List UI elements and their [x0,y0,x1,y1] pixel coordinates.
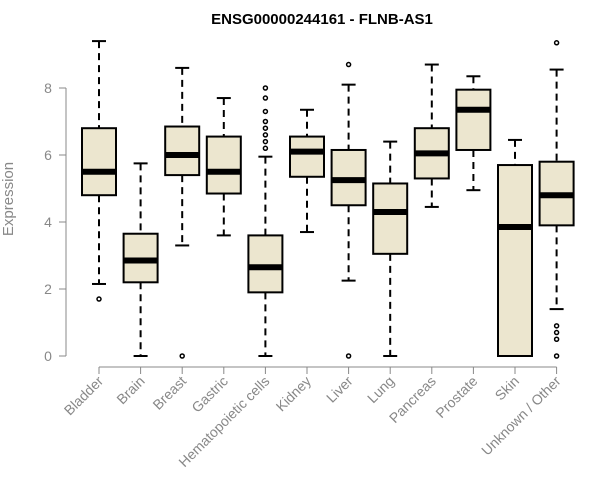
box-hematopoietic-cells [247,85,284,357]
outlier-point [179,353,185,359]
outlier-point [262,95,269,101]
y-tick-label: 0 [44,348,52,364]
outlier-point [262,118,269,125]
box-gastric [205,97,242,237]
x-tick-label: Skin [492,373,523,404]
outlier-point [262,138,269,145]
box-brain [122,162,159,357]
y-tick-label: 6 [44,147,52,163]
outlier-point [553,336,560,342]
outlier-point [553,329,560,336]
box-iqr [455,88,492,151]
box-breast [164,66,201,359]
box-iqr [247,234,284,294]
x-tick-label: Lung [364,373,397,406]
box-skin [497,138,533,357]
x-tick-label: Breast [149,373,189,413]
x-tick-label: Liver [323,373,356,406]
outlier-point [345,353,352,359]
y-tick-label: 8 [44,80,52,96]
x-tick-label: Kidney [273,373,315,415]
box-liver [330,61,367,359]
box-iqr [289,135,325,178]
x-tick-label: Prostate [432,373,480,421]
outlier-point [553,323,560,329]
y-tick-label: 2 [44,281,52,297]
outlier-point [345,61,352,68]
outlier-point [262,125,269,131]
outlier-point [553,40,560,46]
box-lung [372,140,409,357]
box-prostate [455,75,492,192]
box-kidney [289,108,325,234]
box-iqr [497,164,533,357]
y-axis: 0 2 4 6 8 [44,80,67,364]
box-series [81,40,575,359]
outlier-point [262,145,269,152]
y-tick-label: 4 [44,214,52,230]
y-axis-label: Expression [0,162,17,236]
box-iqr [205,135,242,195]
box-pancreas [413,63,450,208]
outlier-point [553,353,560,359]
box-iqr [81,127,117,197]
x-tick-label: Unknown / Other [478,373,564,459]
outlier-point [96,296,102,302]
box-bladder [81,40,117,302]
box-iqr [164,125,201,177]
outlier-point [262,108,269,115]
x-tick-label: Brain [113,373,147,407]
outlier-point [262,132,269,138]
chart-title: ENSG00000244161 - FLNB-AS1 [211,11,433,28]
outlier-point [262,85,269,91]
box-unknown-other [538,40,575,359]
x-tick-label: Bladder [61,373,107,419]
box-iqr [372,182,409,255]
